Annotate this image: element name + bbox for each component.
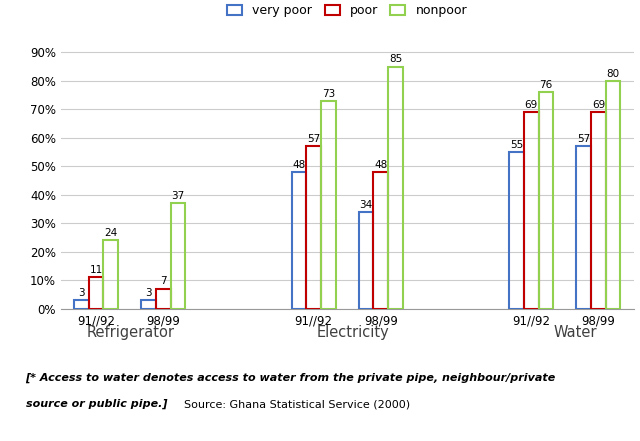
- Text: 73: 73: [322, 89, 335, 98]
- Text: Refrigerator: Refrigerator: [86, 325, 174, 340]
- Bar: [292, 172, 307, 309]
- Bar: [358, 212, 374, 309]
- Text: 69: 69: [592, 100, 605, 110]
- Text: Electricity: Electricity: [316, 325, 389, 340]
- Bar: [104, 240, 118, 309]
- Text: 48: 48: [292, 160, 305, 170]
- Bar: [524, 112, 538, 309]
- Text: [* Access to water denotes access to water from the private pipe, neighbour/priv: [* Access to water denotes access to wat…: [26, 373, 556, 383]
- Text: 55: 55: [510, 140, 523, 150]
- Text: 57: 57: [577, 134, 590, 144]
- Bar: [141, 300, 156, 309]
- Text: 80: 80: [607, 68, 620, 78]
- Bar: [374, 172, 388, 309]
- Bar: [509, 152, 524, 309]
- Text: 37: 37: [172, 191, 184, 201]
- Bar: [591, 112, 605, 309]
- Text: 3: 3: [145, 288, 152, 298]
- Text: Water: Water: [553, 325, 596, 340]
- Text: 3: 3: [78, 288, 84, 298]
- Text: 76: 76: [540, 80, 552, 90]
- Text: 7: 7: [160, 277, 166, 287]
- Text: 48: 48: [374, 160, 387, 170]
- Bar: [170, 203, 186, 309]
- Bar: [88, 277, 104, 309]
- Bar: [156, 289, 170, 309]
- Bar: [74, 300, 88, 309]
- Bar: [388, 67, 403, 309]
- Text: 69: 69: [525, 100, 538, 110]
- Text: source or public pipe.]: source or public pipe.]: [26, 399, 167, 409]
- Text: Source: Ghana Statistical Service (2000): Source: Ghana Statistical Service (2000): [184, 399, 410, 409]
- Bar: [538, 92, 553, 309]
- Bar: [576, 146, 591, 309]
- Text: 11: 11: [90, 265, 102, 275]
- Text: 57: 57: [307, 134, 320, 144]
- Legend: very poor, poor, nonpoor: very poor, poor, nonpoor: [222, 0, 472, 22]
- Text: 85: 85: [389, 54, 402, 64]
- Bar: [307, 146, 321, 309]
- Text: 34: 34: [360, 200, 372, 209]
- Bar: [321, 101, 335, 309]
- Bar: [605, 81, 621, 309]
- Text: 24: 24: [104, 228, 117, 238]
